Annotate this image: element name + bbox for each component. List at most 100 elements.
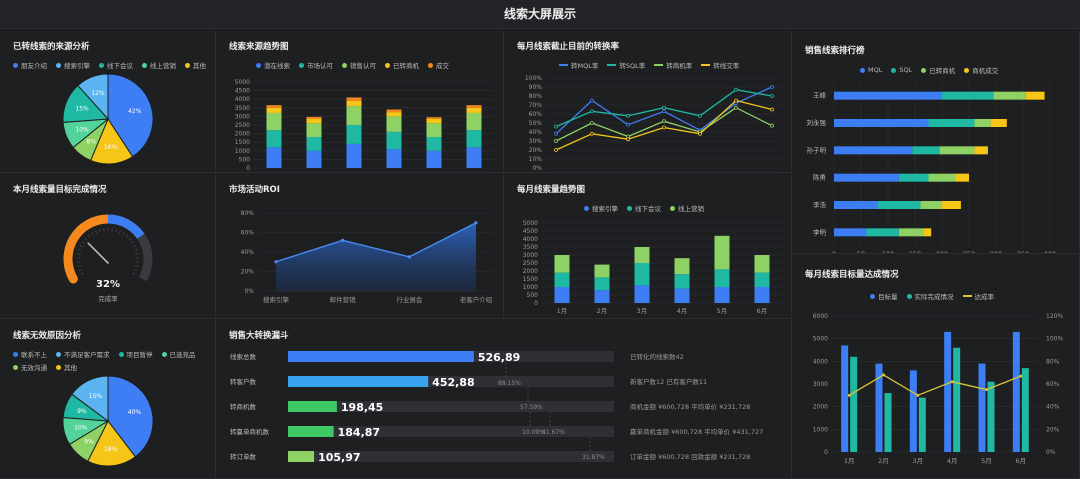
y-tick-label: 0%	[532, 165, 542, 172]
invalid-legend: 联系不上 不满足客户需求 项目暂停 已选竞品无效沟通 其他	[13, 349, 213, 372]
monthly-legend: 搜索引擎 线下会议 线上营销	[584, 203, 704, 213]
legend-item[interactable]: 其他	[185, 60, 206, 70]
legend-item[interactable]: 无效沟通	[13, 362, 47, 372]
legend-item[interactable]: SQL	[891, 65, 912, 75]
legend-swatch	[99, 62, 104, 68]
bar-segment	[928, 119, 975, 127]
pie-slice	[77, 73, 109, 121]
funnel-stage-label: 线索总数	[230, 352, 257, 361]
legend-item[interactable]: 目标量	[870, 291, 898, 301]
bar-segment	[266, 130, 282, 148]
legend-swatch	[56, 62, 61, 68]
legend-item[interactable]: 线下会议	[627, 203, 661, 213]
bar-segment	[877, 201, 921, 209]
y-tick-label: 90%	[529, 84, 543, 91]
trend-title: 线索来源趋势图	[229, 42, 289, 52]
y-tick-label: 4000	[813, 358, 828, 365]
bar	[841, 345, 849, 452]
legend-label: 已选竞品	[169, 351, 196, 359]
legend-swatch	[670, 205, 675, 211]
bar-segment	[306, 116, 322, 119]
legend-label: 线下会议	[635, 205, 661, 213]
legend-item[interactable]: 联系不上	[13, 349, 47, 359]
bar-segment	[834, 173, 899, 182]
legend-item[interactable]: 达成率	[962, 291, 995, 301]
y-tick-label: 100%	[525, 75, 542, 82]
legend-item[interactable]: 搜索引擎	[56, 60, 90, 70]
line-point	[770, 107, 774, 112]
legend-item[interactable]: 线上营销	[670, 203, 704, 213]
y-tick-label: 1500	[523, 276, 538, 283]
gauge-tick	[119, 230, 121, 234]
legend-item[interactable]: 转线交率	[701, 60, 739, 70]
pie-slice	[71, 375, 109, 422]
bar-segment	[923, 228, 932, 237]
legend-item[interactable]: 线下会议	[99, 60, 133, 70]
bar-segment	[554, 255, 570, 273]
x-tick-label: 0	[832, 250, 836, 254]
legend-swatch	[584, 205, 589, 211]
legend-swatch	[299, 62, 304, 68]
bar-segment	[634, 247, 650, 263]
y-tick-label: 5000	[235, 79, 250, 86]
legend-item[interactable]: 实际完成情况	[906, 291, 954, 301]
y-tick-label: 2500	[523, 260, 538, 267]
pie-label: 10%	[74, 424, 88, 431]
legend-item[interactable]: 朋友介绍	[13, 60, 47, 70]
line-point	[554, 139, 558, 143]
legend-swatch	[559, 64, 568, 66]
legend-item[interactable]: 市场认可	[299, 60, 333, 70]
x-tick-label: 400	[1044, 250, 1056, 254]
legend-item[interactable]: 销售认可	[342, 60, 376, 70]
legend-item[interactable]: 商机成交	[964, 65, 998, 75]
rate-point	[916, 393, 920, 397]
funnel-panel: 销售大转换漏斗 线索总数 526,89 已转化的线索数42 转客户数 452,88 新客户…	[216, 319, 792, 479]
gauge-tick	[87, 235, 91, 238]
line-point	[626, 113, 630, 118]
gauge-tick	[115, 229, 117, 233]
funnel-stage-label: 转订单数	[230, 452, 257, 461]
legend-item[interactable]: 已转商机	[921, 65, 955, 75]
legend-item[interactable]: 其他	[56, 362, 77, 372]
legend-item[interactable]: 已选竞品	[161, 349, 196, 359]
legend-item[interactable]: 不满足客户需求	[56, 349, 110, 359]
legend-item[interactable]: 已转商机	[385, 60, 419, 70]
legend-item[interactable]: MQL	[860, 65, 882, 75]
gauge-tick	[133, 269, 137, 271]
goal-title: 本月线索量目标完成情况	[13, 185, 107, 195]
gauge-tick	[77, 253, 81, 255]
bar-segment	[974, 119, 991, 127]
y-tick-label: 3000	[523, 252, 538, 259]
x-tick-label: 350	[1017, 250, 1029, 254]
gauge-tick	[99, 229, 101, 233]
gauge-fill-blue	[107, 214, 145, 239]
bar-segment	[955, 173, 969, 182]
y-tick-label: 刘永强	[807, 118, 827, 127]
bar-segment	[346, 97, 362, 101]
legend-item[interactable]: 转商机率	[654, 60, 692, 70]
legend-item[interactable]: 线上营销	[142, 60, 176, 70]
y2-tick-label: 20%	[1046, 426, 1060, 433]
x-tick-label: 2月	[878, 457, 889, 465]
bar-segment	[834, 119, 929, 127]
legend-label: MQL	[868, 66, 883, 74]
legend-swatch	[701, 64, 711, 66]
bar-segment	[386, 149, 402, 168]
gauge-tick	[81, 272, 84, 275]
legend-item[interactable]: 成交	[428, 60, 449, 70]
legend-item[interactable]: 转MQL率	[559, 60, 598, 70]
y-tick-label: 李明	[813, 227, 827, 236]
legend-label: 达成率	[974, 293, 995, 301]
bar-segment	[594, 264, 610, 278]
y-tick-label: 0	[534, 300, 538, 307]
legend-item[interactable]: 项目暂停	[118, 349, 153, 359]
legend-item[interactable]: 转SQL率	[607, 60, 645, 70]
legend-item[interactable]: 搜索引擎	[584, 203, 618, 213]
pie-label: 16%	[104, 144, 118, 151]
legend-label: 已转商机	[929, 67, 956, 75]
x-tick-label: 100	[882, 250, 894, 254]
legend-item[interactable]: 潜在线索	[256, 60, 290, 70]
line-point	[590, 121, 594, 125]
legend-swatch	[185, 62, 190, 68]
